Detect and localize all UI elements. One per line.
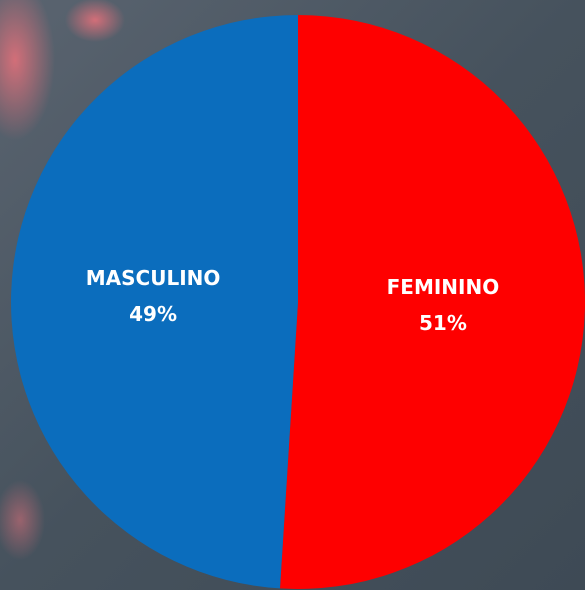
slice-value-label: 51% — [419, 311, 467, 335]
slice-category-label: FEMININO — [387, 275, 500, 299]
pie: FEMININO 51% MASCULINO 49% — [11, 15, 585, 589]
pie-slice — [279, 15, 585, 589]
pie-slice — [11, 15, 298, 589]
slice-value-label: 49% — [129, 302, 177, 326]
background-texture — [0, 480, 45, 560]
slice-category-label: MASCULINO — [86, 266, 221, 290]
background-texture — [65, 0, 125, 42]
background-texture — [0, 0, 55, 140]
